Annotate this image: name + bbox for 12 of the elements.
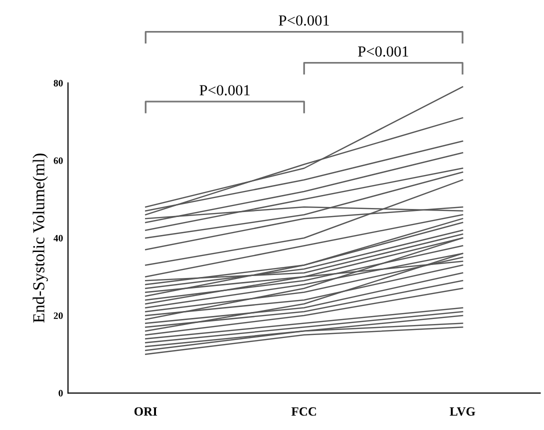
text: P<0.001 <box>358 46 408 57</box>
x-tick-label: FCC <box>291 407 316 416</box>
y-tick-label: 20 <box>54 312 63 319</box>
y-tick-label: 0 <box>58 390 63 396</box>
text: P<0.001 <box>278 15 329 26</box>
y-tick-label: 40 <box>54 234 63 242</box>
y-axis-title: End-Systolic Volume(ml) <box>32 154 48 323</box>
annotation: P<0.001 <box>200 85 250 96</box>
y-tick-label: 80 <box>54 80 63 86</box>
x-tick-label: ORI <box>134 407 158 416</box>
y-tick-label: 60 <box>54 157 63 164</box>
x-tick-label: LVG <box>450 407 476 416</box>
